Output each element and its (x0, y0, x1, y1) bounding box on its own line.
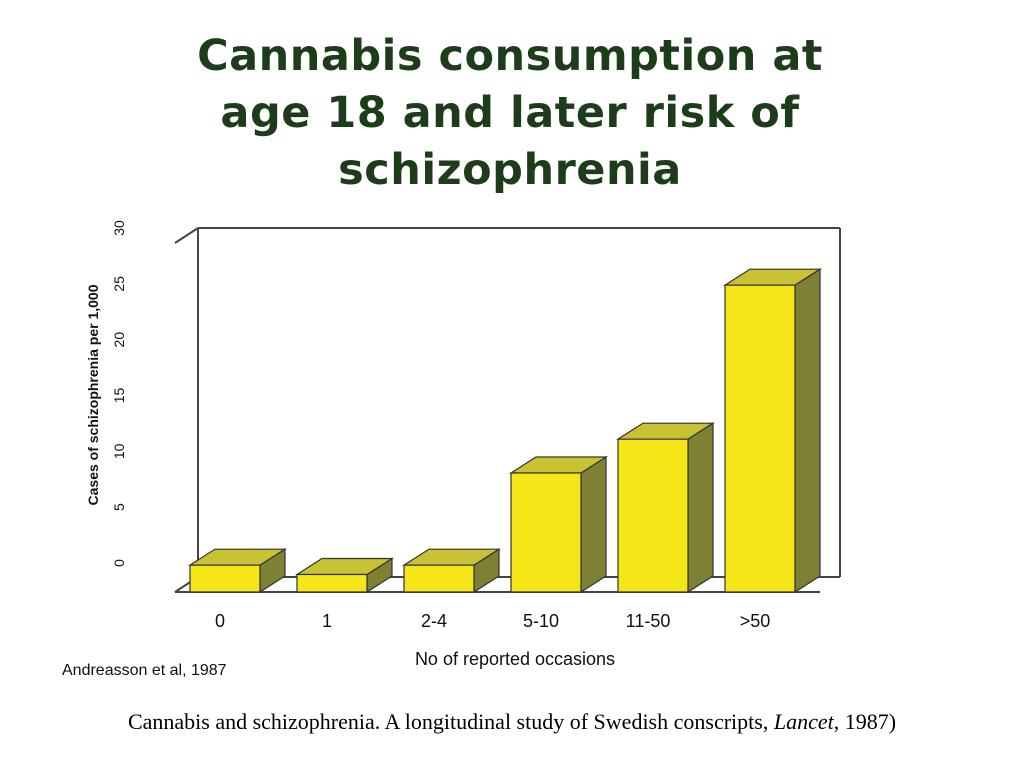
x-tick-label: 2-4 (421, 611, 447, 631)
bar-side (687, 422, 714, 594)
top-left-corner (174, 227, 199, 244)
bar-front (189, 564, 261, 593)
title-line-2: age 18 and later risk of (220, 88, 800, 138)
bar-chart: 0 5 10 15 20 25 30 0 1 2-4 5-10 11-50 >50 Cases of … (85, 220, 841, 669)
bar-front (296, 573, 368, 593)
bar-side (580, 455, 607, 594)
x-tick-label: 5-10 (523, 611, 559, 631)
bar-front (510, 472, 582, 593)
y-tick-label: 0 (111, 559, 127, 567)
caption-end: , 1987) (833, 709, 897, 734)
caption-text: Cannabis and schizophrenia. A longitudin… (127, 709, 774, 734)
y-tick-labels: 0 5 10 15 20 25 30 (111, 220, 127, 567)
y-tick-label: 30 (111, 220, 127, 236)
title-line-1: Cannabis consumption at (197, 31, 823, 81)
bars-group (187, 268, 823, 594)
bar-2-4 (401, 548, 502, 594)
bar-0 (187, 548, 288, 594)
chart-title: Cannabis consumption at age 18 and later… (120, 28, 900, 199)
x-tick-label: 0 (215, 611, 225, 631)
y-tick-label: 5 (111, 503, 127, 511)
source-citation: Andreasson et al, 1987 (62, 662, 227, 679)
x-tick-label: >50 (740, 611, 771, 631)
bar-front (403, 564, 475, 593)
x-tick-labels: 0 1 2-4 5-10 11-50 >50 (215, 611, 770, 631)
bar-11-50 (615, 422, 716, 594)
figure-caption: Cannabis and schizophrenia. A longitudin… (0, 709, 1024, 735)
x-tick-label: 1 (322, 611, 332, 631)
bar-5-10 (508, 455, 609, 594)
x-axis-label: No of reported occasions (415, 649, 615, 669)
caption-journal: Lancet (773, 709, 834, 734)
bar-1 (294, 557, 395, 594)
title-line-3: schizophrenia (338, 145, 682, 195)
y-tick-label: 20 (111, 332, 127, 348)
bar-front (617, 438, 689, 593)
y-tick-label: 15 (111, 388, 127, 404)
bar-front (724, 284, 796, 593)
y-tick-label: 25 (111, 276, 127, 292)
x-tick-label: 11-50 (626, 611, 671, 631)
y-axis-label: Cases of schizophrenia per 1,000 (85, 284, 101, 505)
y-tick-label: 10 (111, 443, 127, 459)
bar-side (794, 268, 821, 594)
bar->50 (722, 268, 823, 594)
